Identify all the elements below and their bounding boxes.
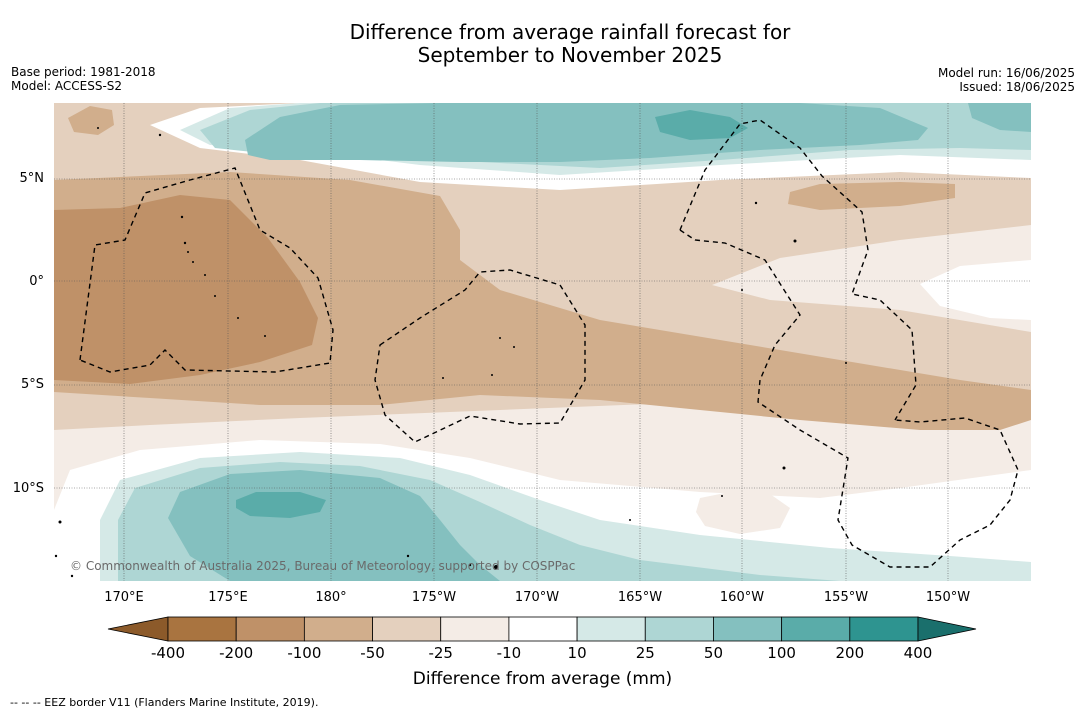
graticule — [54, 103, 1031, 581]
eez-borders — [79, 119, 1019, 568]
colorbar-tick-label: 50 — [703, 644, 723, 662]
lon-label-160w: 160°W — [719, 590, 765, 605]
copyright-notice: © Commonwealth of Australia 2025, Bureau… — [70, 559, 576, 573]
colorbar-swatch — [508, 616, 578, 642]
colorbar-tick-label: -100 — [287, 644, 322, 662]
map-panel — [54, 103, 1031, 581]
base-period: Base period: 1981-2018 — [11, 65, 156, 79]
colorbar-tick-label: 400 — [903, 644, 933, 662]
contour-minus100-patch — [788, 182, 955, 210]
colorbar-tick-label: 200 — [835, 644, 865, 662]
contour-plus100-north — [655, 110, 748, 140]
issued-date: Issued: 18/06/2025 — [959, 80, 1075, 94]
colorbar-tick-label: -25 — [428, 644, 453, 662]
map-title: Difference from average rainfall forecas… — [0, 21, 1085, 67]
lon-label-175w: 175°W — [411, 590, 457, 605]
contour-neutral-east — [920, 260, 1031, 320]
colorbar-swatch — [235, 616, 305, 642]
colorbar-tick-label: 100 — [767, 644, 796, 662]
lon-label-155w: 155°W — [823, 590, 869, 605]
lon-label-165w: 165°W — [617, 590, 663, 605]
eez-border-kiribati-line — [679, 119, 917, 421]
lat-label-0: 0° — [29, 274, 44, 289]
colorbar-swatch — [303, 616, 373, 642]
run-info: Model run: 16/06/2025 Issued: 18/06/2025 — [938, 66, 1075, 94]
contour-minus25-south-patch — [696, 492, 790, 534]
title-line-2: September to November 2025 — [417, 43, 723, 67]
colorbar-swatch — [849, 616, 919, 642]
lon-label-170e: 170°E — [104, 590, 144, 605]
colorbar-swatch — [713, 616, 783, 642]
colorbar-tick-label: -50 — [360, 644, 385, 662]
lon-label-150w: 150°W — [925, 590, 971, 605]
eez-legend: -- -- -- EEZ border V11 (Flanders Marine… — [10, 696, 319, 709]
contour-plus100-south — [236, 492, 326, 518]
colorbar-tick-label: 25 — [635, 644, 655, 662]
eez-border-kiribati-gilberts — [79, 167, 334, 373]
model-name: Model: ACCESS-S2 — [11, 79, 123, 93]
model-run: Model run: 16/06/2025 — [937, 66, 1075, 80]
lat-label-5n: 5°N — [19, 171, 45, 186]
contour-plus50-north — [245, 103, 928, 162]
colorbar-tick-label: -10 — [496, 644, 522, 662]
colorbar-swatch — [372, 616, 442, 642]
contour-minus200-islet — [68, 106, 114, 135]
lon-label-180: 180° — [315, 590, 347, 605]
lon-label-175e: 175°E — [208, 590, 248, 605]
colorbar-extend-high — [917, 616, 977, 642]
island-markers — [54, 127, 847, 578]
colorbar-tick-label: 10 — [567, 644, 587, 662]
lat-label-5s: 5°S — [20, 377, 44, 392]
colorbar-tick-label: -200 — [219, 644, 254, 662]
contour-plus50-northeast — [968, 103, 1031, 132]
lon-label-170w: 170°W — [514, 590, 560, 605]
lat-label-10s: 10°S — [12, 481, 44, 496]
colorbar-swatch — [781, 616, 851, 642]
colorbar-swatch — [167, 616, 237, 642]
eez-border-line-south — [679, 229, 1019, 568]
colorbar-extend-low — [107, 616, 169, 642]
colorbar-swatch — [644, 616, 714, 642]
colorbar — [107, 616, 977, 642]
contour-minus200-band — [54, 195, 318, 384]
eez-border-kiribati-phoenix — [374, 269, 586, 443]
colorbar-swatch — [576, 616, 646, 642]
title-line-1: Difference from average rainfall forecas… — [349, 20, 791, 44]
contour-minus100-band — [54, 172, 1031, 430]
model-info: Base period: 1981-2018 Model: ACCESS-S2 — [11, 65, 156, 93]
colorbar-title: Difference from average (mm) — [412, 669, 673, 689]
colorbar-tick-label: -400 — [150, 644, 186, 662]
colorbar-swatch — [440, 616, 510, 642]
